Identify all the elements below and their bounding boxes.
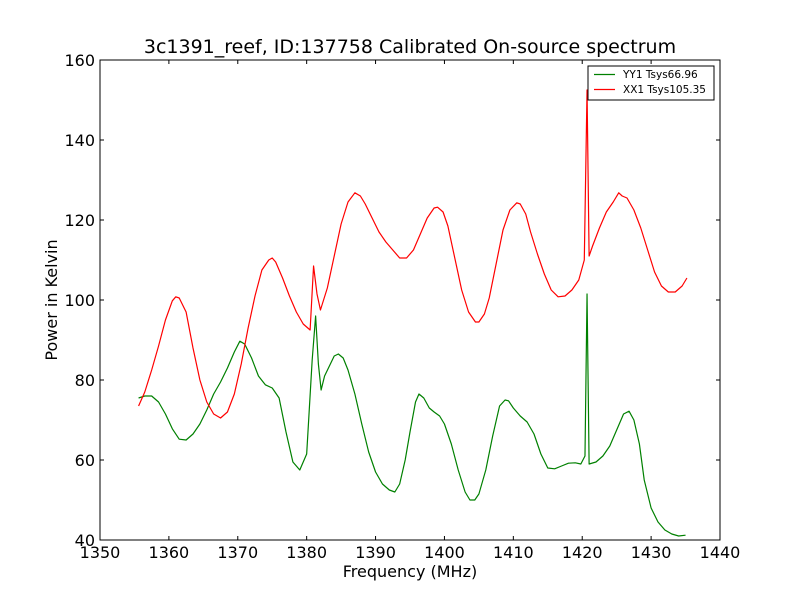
legend-label-xx1: XX1 Tsys105.35 [623, 84, 706, 96]
x-tick-label: 1440 [700, 543, 741, 562]
ticks-layer: 1350 1360 1370 1380 1390 1400 1410 1420 1430 1440… [64, 51, 740, 562]
series-line-xx1 [138, 89, 688, 419]
x-tick-label: 1390 [355, 543, 396, 562]
legend-box [587, 65, 715, 101]
x-tick-label: 1350 [80, 543, 121, 562]
y-tick-label: 100 [64, 291, 95, 310]
x-tick-label: 1400 [424, 543, 465, 562]
y-tick-label: 40 [75, 531, 95, 550]
legend: YY1 Tsys66.96 XX1 Tsys105.35 [587, 65, 715, 101]
y-axis-label: Power in Kelvin [42, 239, 61, 360]
x-tick-label: 1430 [631, 543, 672, 562]
x-tick-label: 1380 [286, 543, 327, 562]
x-tick-label: 1410 [493, 543, 534, 562]
legend-label-yy1: YY1 Tsys66.96 [622, 69, 698, 81]
x-tick-label: 1370 [217, 543, 258, 562]
y-tick-label: 140 [64, 131, 95, 150]
x-tick-label: 1420 [562, 543, 603, 562]
x-axis-label: Frequency (MHz) [343, 562, 477, 581]
chart-title: 3c1391_reef, ID:137758 Calibrated On-sou… [144, 36, 676, 58]
y-tick-label: 120 [64, 211, 95, 230]
series-layer [138, 89, 688, 537]
y-tick-label: 160 [64, 51, 95, 70]
series-line-yy1 [138, 293, 686, 537]
y-tick-label: 80 [75, 371, 95, 390]
x-tick-label: 1360 [149, 543, 190, 562]
y-tick-label: 60 [75, 451, 95, 470]
